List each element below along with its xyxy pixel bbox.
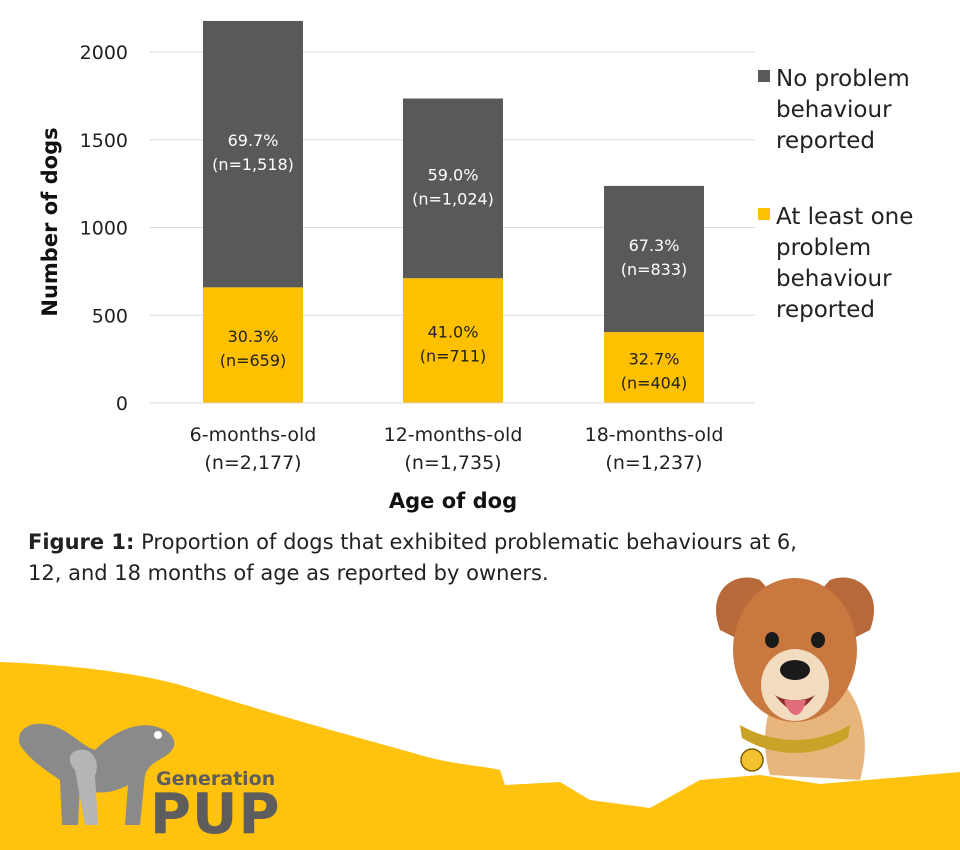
caption-line-1: Proportion of dogs that exhibited proble… [134,530,797,554]
data-label-problem-count: (n=404) [621,374,688,393]
legend-swatch-no-problem [758,70,770,82]
caption-line-2: 12, and 18 months of age as reported by … [28,561,549,585]
legend-label-no-problem: behaviour [776,97,892,123]
y-tick-label: 1500 [80,130,128,152]
data-label-problem-pct: 32.7% [629,350,680,369]
data-label-no-problem-pct: 69.7% [228,131,279,150]
dog-silhouette-icon [19,723,175,825]
data-label-problem-pct: 41.0% [428,323,479,342]
bar-no-problem-3 [604,185,704,333]
stacked-bar-chart: 30.3% (n=659) 69.7% (n=1,518) 41.0% (n=711) 59… [38,20,913,513]
x-category-count: (n=1,735) [404,452,501,474]
data-label-no-problem-pct: 59.0% [428,165,479,184]
legend-label-problem: At least one [776,204,913,230]
legend-swatch-problem [758,208,770,220]
y-tick-label: 0 [116,393,128,415]
x-axis-categories: 6-months-old (n=2,177) 12-months-old (n=1,7… [190,424,724,474]
data-label-problem-count: (n=711) [420,347,487,366]
legend-label-problem: reported [776,297,875,323]
brand-banner [0,577,960,850]
y-tick-label: 2000 [80,42,128,64]
segment-labels: 30.3% (n=659) 69.7% (n=1,518) 41.0% (n=711) 59… [212,131,687,392]
data-label-no-problem-pct: 67.3% [629,236,680,255]
x-category-count: (n=2,177) [204,452,301,474]
legend-label-problem: problem [776,235,871,261]
y-axis-ticks: 0 500 1000 1500 2000 [80,42,128,415]
bar-no-problem-2 [403,98,503,279]
y-tick-label: 500 [92,305,128,327]
x-category-label: 18-months-old [585,424,724,446]
paw-icon [256,798,286,828]
y-tick-label: 1000 [80,218,128,240]
legend-label-no-problem: No problem [776,66,910,92]
data-label-problem-pct: 30.3% [228,327,279,346]
bars [203,20,704,403]
legend-label-problem: behaviour [776,266,892,292]
bar-problem-1 [203,287,303,403]
legend: No problem behaviour reported At least one p… [758,66,913,323]
data-label-no-problem-count: (n=833) [621,260,688,279]
bar-problem-2 [403,278,503,403]
brand-name-generation: Generation [156,768,276,790]
x-category-label: 12-months-old [384,424,523,446]
data-label-no-problem-count: (n=1,024) [412,189,494,208]
caption-bold: Figure 1: [28,530,135,554]
bar-problem-3 [604,332,704,403]
x-category-count: (n=1,237) [605,452,702,474]
y-axis-title: Number of dogs [38,127,62,316]
bar-no-problem-1 [203,20,303,288]
dog-photo [715,577,875,780]
data-label-no-problem-count: (n=1,518) [212,155,294,174]
figure-caption: Figure 1: Proportion of dogs that exhibi… [28,527,928,589]
brand-name-pup: PUP [150,782,281,847]
legend-label-no-problem: reported [776,128,875,154]
x-axis-title: Age of dog [389,489,517,513]
yellow-swoosh [0,662,960,850]
data-label-problem-count: (n=659) [220,351,287,370]
x-category-label: 6-months-old [190,424,317,446]
